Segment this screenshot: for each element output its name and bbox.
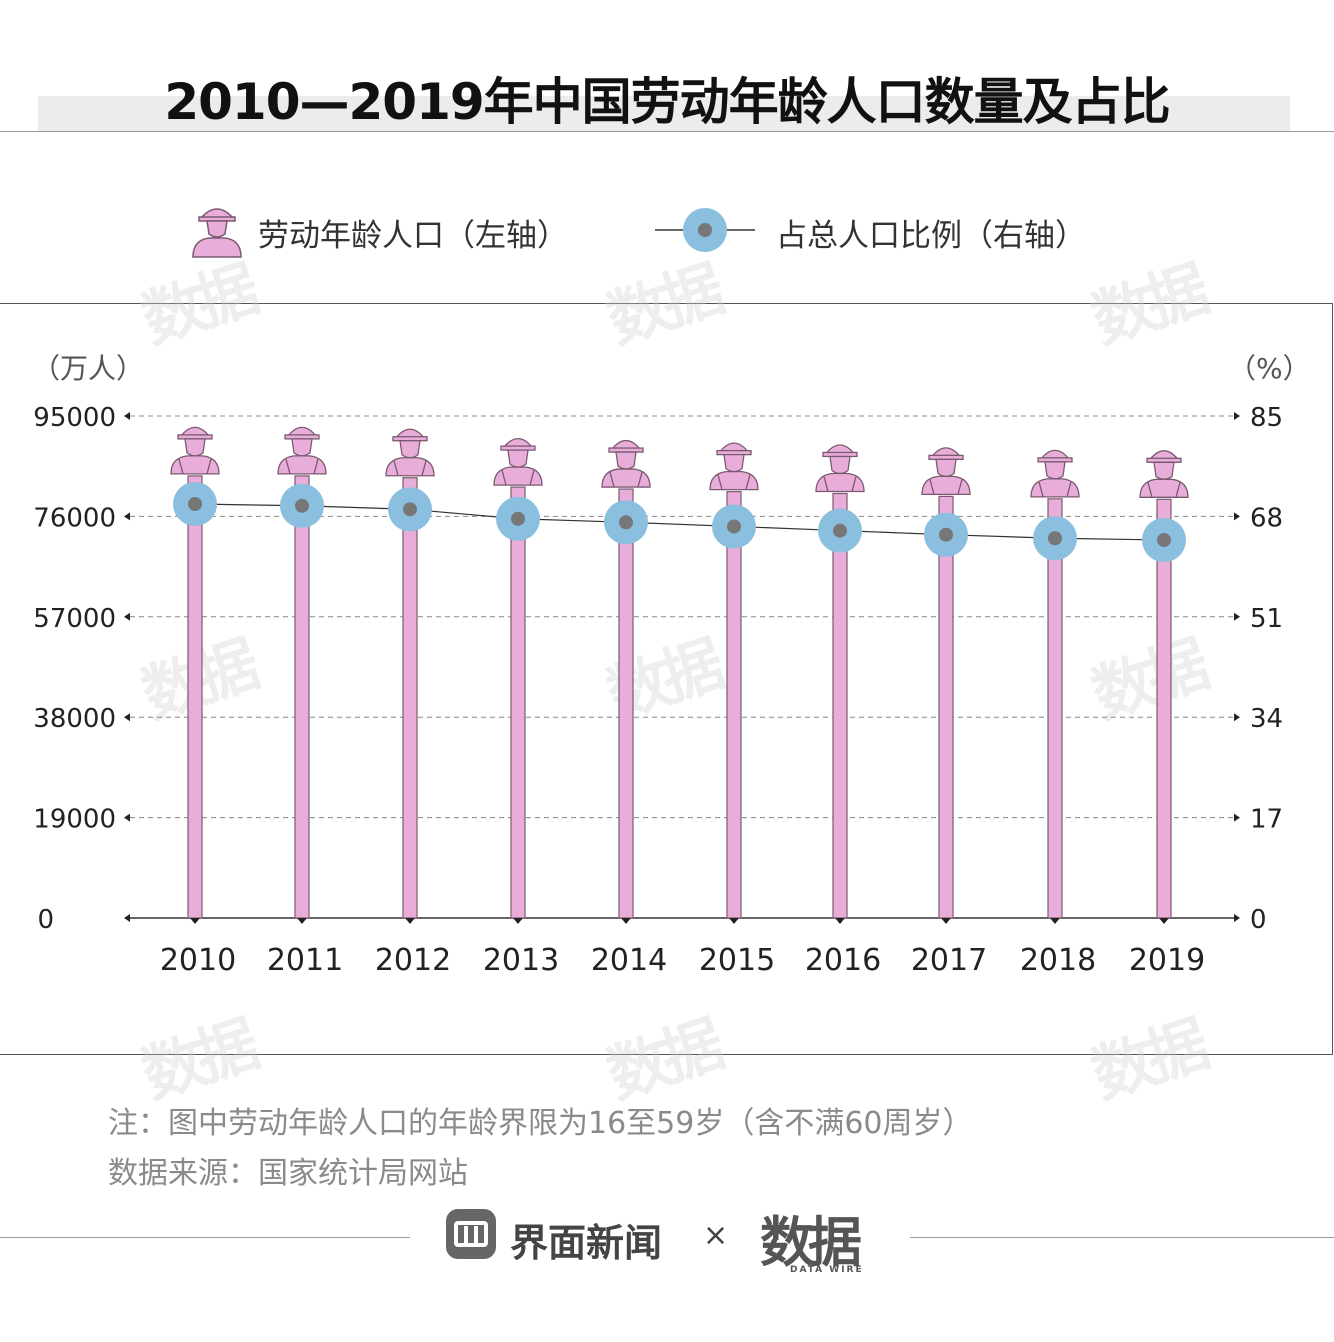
title-band — [38, 96, 1290, 132]
brand-jiemian: 界面新闻 — [510, 1221, 663, 1265]
brand-datawire-sub: DATA WIRE — [790, 1265, 864, 1275]
footer-rule-left — [0, 1237, 410, 1238]
brand-datawire-logo: 数据 — [760, 1211, 862, 1274]
legend-label-ratio: 占总人口比例（右轴） — [776, 218, 1086, 254]
chart-panel — [0, 303, 1333, 1055]
title-rule — [0, 131, 1334, 132]
jiemian-logo-icon — [446, 1209, 496, 1259]
chart-note: 注：图中劳动年龄人口的年龄界限为16至59岁（含不满60周岁） — [108, 1106, 973, 1141]
footer-rule-right — [910, 1237, 1334, 1238]
brand-times: × — [703, 1218, 729, 1253]
data-source: 数据来源：国家统计局网站 — [108, 1156, 468, 1191]
chart-title: 2010—2019年中国劳动年龄人口数量及占比 — [164, 73, 1170, 131]
legend-label-population: 劳动年龄人口（左轴） — [258, 218, 568, 254]
